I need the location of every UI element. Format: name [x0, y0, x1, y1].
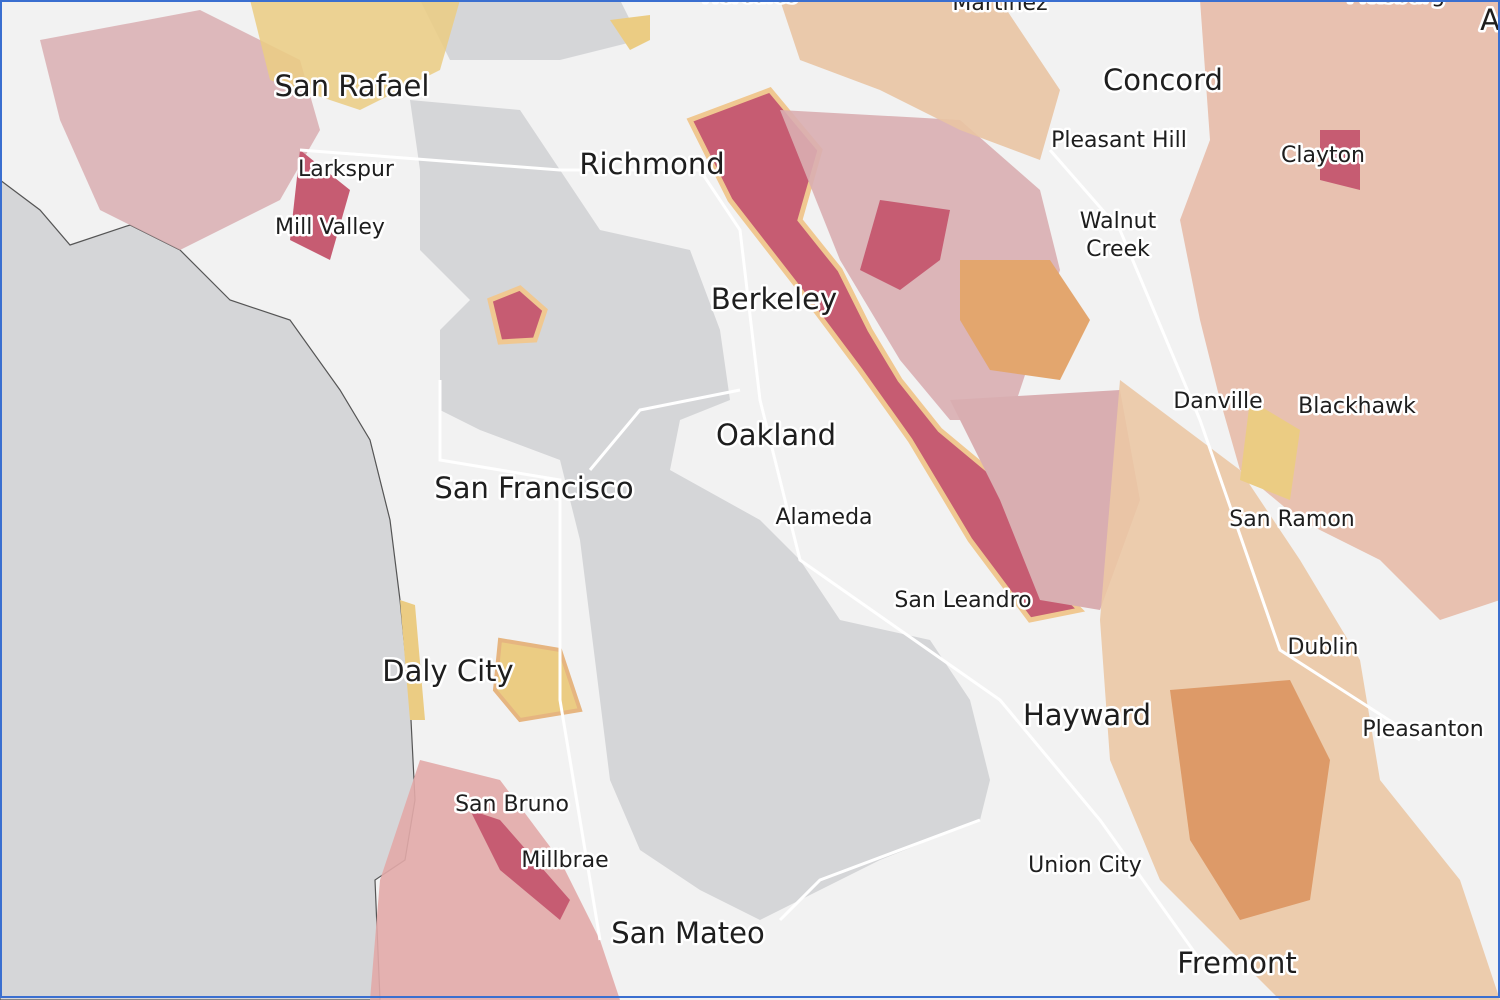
- place-label: Mill Valley: [275, 215, 385, 240]
- san-pablo-bay: [420, 0, 640, 60]
- place-label: Dublin: [1287, 635, 1358, 660]
- place-label: Union City: [1028, 853, 1142, 878]
- place-label: Danville: [1173, 389, 1262, 414]
- road: [299, 148, 1202, 961]
- hazard-zone: [960, 260, 1090, 380]
- hazard-zone: [290, 150, 350, 260]
- place-label: Oakland: [716, 418, 836, 452]
- place-label: Berkeley: [711, 282, 837, 316]
- place-labels: Hercules Martinez Pittsburg A San Rafael…: [272, 0, 1500, 983]
- ocean: [0, 179, 416, 1000]
- hazard-zone: [1170, 680, 1330, 920]
- hazard-zone: [610, 15, 650, 50]
- hazard-zone: [250, 0, 460, 110]
- hazard-zone: [40, 10, 320, 250]
- place-label: Millbrae: [521, 848, 608, 873]
- hazard-zone: [780, 0, 1060, 160]
- place-label: Martinez: [952, 0, 1047, 16]
- hazard-zone: [1240, 400, 1300, 500]
- place-label: Fremont: [1177, 946, 1296, 980]
- place-label: Richmond: [579, 147, 724, 181]
- place-label: Pleasanton: [1362, 717, 1483, 742]
- place-label: San Bruno: [455, 792, 569, 817]
- place-label: A: [1480, 3, 1500, 37]
- road: [778, 818, 981, 922]
- place-label: Walnut: [1080, 209, 1157, 234]
- place-label: San Rafael: [275, 69, 430, 103]
- hazard-zone: [950, 390, 1140, 610]
- hazard-zone: [370, 760, 620, 1000]
- bay: [410, 100, 990, 920]
- place-label: Clayton: [1281, 143, 1365, 168]
- road: [1048, 149, 1421, 742]
- place-label: Creek: [1086, 237, 1150, 262]
- place-label: Daly City: [382, 654, 513, 688]
- hazard-zone: [860, 200, 950, 290]
- place-label: San Mateo: [611, 916, 765, 950]
- place-label: Hercules: [702, 0, 798, 8]
- hazard-zone: [487, 285, 548, 345]
- place-label: Blackhawk: [1298, 394, 1416, 419]
- place-label: Concord: [1103, 63, 1223, 97]
- place-label: Pleasant Hill: [1051, 128, 1187, 153]
- place-label: Larkspur: [298, 157, 395, 182]
- hazard-zone: [1320, 130, 1360, 190]
- place-label: Hayward: [1023, 698, 1151, 732]
- road: [588, 388, 741, 471]
- road: [438, 380, 602, 941]
- place-label: Alameda: [775, 505, 872, 530]
- hazard-zone: [470, 810, 570, 920]
- hazard-zone: [400, 600, 425, 720]
- place-label: San Francisco: [434, 471, 633, 505]
- place-label: San Ramon: [1229, 507, 1355, 532]
- place-label: San Leandro: [894, 588, 1031, 613]
- place-label: Pittsburg: [1347, 0, 1445, 8]
